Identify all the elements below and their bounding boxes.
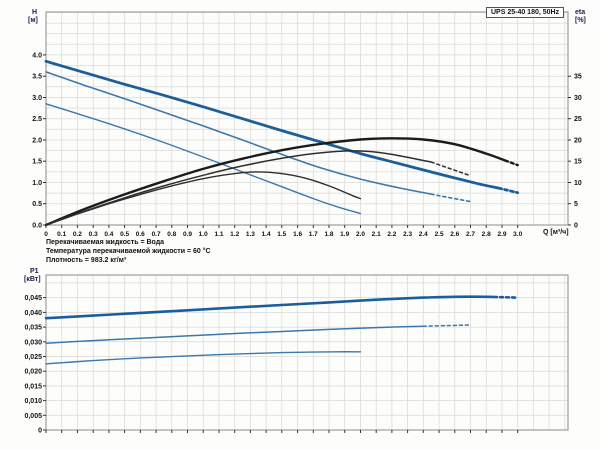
x-tick-label: 0.5 [120, 231, 129, 238]
y-tick-label: 2.5 [32, 116, 42, 123]
eta-axis-unit: [%] [575, 17, 586, 24]
plot-frame [45, 274, 569, 431]
x-tick-label: 1.2 [230, 231, 239, 238]
y-right-tick-label: 5 [574, 201, 578, 208]
x-tick-label: 1.5 [277, 231, 286, 238]
curve-head-speed-2-dashed [430, 193, 472, 203]
curve-power-speed-3-dashed [492, 295, 519, 299]
curve-eff-speed-1 [45, 171, 362, 226]
x-tick-label: 1.8 [324, 231, 333, 238]
curve-head-speed-3 [44, 59, 501, 190]
head-axis-unit: [м] [28, 17, 38, 24]
y-right-tick-label: 10 [574, 180, 582, 187]
x-tick-label: 2.8 [482, 231, 491, 238]
y-tick-label: 3.5 [32, 74, 42, 81]
x-tick-label: 2.2 [387, 231, 396, 238]
y-tick-label: 0,035 [24, 325, 42, 332]
y-tick-label: 0,010 [24, 398, 42, 405]
power-axis-label: P1 [30, 268, 39, 275]
curve-power-speed-2 [45, 325, 425, 344]
y-tick-label: 0 [38, 428, 42, 435]
y-right-tick-label: 0 [574, 223, 578, 230]
liquid-info-line: Перекачиваемая жидкость = Вода [46, 239, 165, 246]
y-tick-label: 0,015 [24, 383, 42, 390]
curve-eff-speed-3 [44, 137, 507, 227]
y-right-tick-label: 30 [574, 95, 582, 102]
x-tick-label: 2.6 [450, 231, 459, 238]
x-tick-label: 1.6 [293, 231, 302, 238]
x-tick-label: 2.1 [372, 231, 381, 238]
x-tick-label: 1.4 [262, 231, 271, 238]
y-tick-label: 0,040 [24, 310, 42, 317]
x-tick-label: 1.1 [214, 231, 223, 238]
y-tick-label: 0,020 [24, 369, 42, 376]
pump-model-title: UPS 25-40 180, 50Hz [486, 7, 565, 18]
x-tick-label: 1.7 [309, 231, 318, 238]
curve-power-speed-2-dashed [422, 324, 472, 327]
x-tick-label: 2.3 [403, 231, 412, 238]
y-tick-label: 0,045 [24, 295, 42, 302]
y-right-tick-label: 20 [574, 138, 582, 145]
y-tick-label: 0,030 [24, 339, 42, 346]
power-axis-unit: [кВт] [24, 276, 41, 283]
x-tick-label: 1.9 [340, 231, 349, 238]
x-tick-label: 0.4 [104, 231, 113, 238]
y-tick-label: 0.0 [32, 223, 42, 230]
y-tick-label: 1.0 [32, 180, 42, 187]
x-tick-label: 2.9 [497, 231, 506, 238]
x-tick-label: 0.8 [167, 231, 176, 238]
x-tick-label: 0.2 [73, 231, 82, 238]
x-tick-label: 0.3 [89, 231, 98, 238]
curve-eff-speed-2 [45, 150, 432, 226]
y-tick-label: 0,025 [24, 354, 42, 361]
liquid-info-line: Плотность = 983.2 кг/м³ [46, 257, 127, 264]
curve-eff-speed-2-dashed [430, 161, 472, 177]
x-tick-label: 0.9 [183, 231, 192, 238]
curve-head-speed-3-dashed [497, 186, 520, 195]
curve-head-speed-2 [45, 71, 432, 195]
y-tick-label: 2.0 [32, 138, 42, 145]
x-tick-label: 1.0 [199, 231, 208, 238]
y-right-tick-label: 15 [574, 159, 582, 166]
y-right-tick-label: 35 [574, 74, 582, 81]
x-tick-label: 0.1 [57, 231, 66, 238]
liquid-info: Перекачиваемая жидкость = Вода Температу… [46, 238, 211, 265]
y-tick-label: 1.5 [32, 159, 42, 166]
curve-eff-speed-3-dashed [503, 159, 519, 167]
y-tick-label: 0,005 [24, 413, 42, 420]
x-tick-label: 0.6 [136, 231, 145, 238]
x-tick-label: 2.0 [356, 231, 365, 238]
y-tick-label: 0.5 [32, 201, 42, 208]
y-right-tick-label: 25 [574, 116, 582, 123]
flow-axis-label: Q [м³/ч] [543, 229, 569, 236]
curve-power-speed-1 [45, 351, 362, 365]
eta-axis-label: eta [575, 9, 586, 16]
y-tick-label: 3.0 [32, 95, 42, 102]
y-tick-label: 4.0 [32, 52, 42, 59]
x-tick-label: 0 [44, 231, 48, 238]
x-tick-label: 2.4 [419, 231, 428, 238]
x-tick-label: 3.0 [513, 231, 522, 238]
head-axis-label: H [32, 9, 38, 16]
x-tick-label: 2.5 [435, 231, 444, 238]
curve-power-speed-3 [44, 295, 496, 320]
liquid-info-line: Температура перекачиваемой жидкости = 60… [46, 248, 211, 255]
x-tick-label: 0.7 [152, 231, 161, 238]
x-tick-label: 2.7 [466, 231, 475, 238]
x-tick-label: 1.3 [246, 231, 255, 238]
